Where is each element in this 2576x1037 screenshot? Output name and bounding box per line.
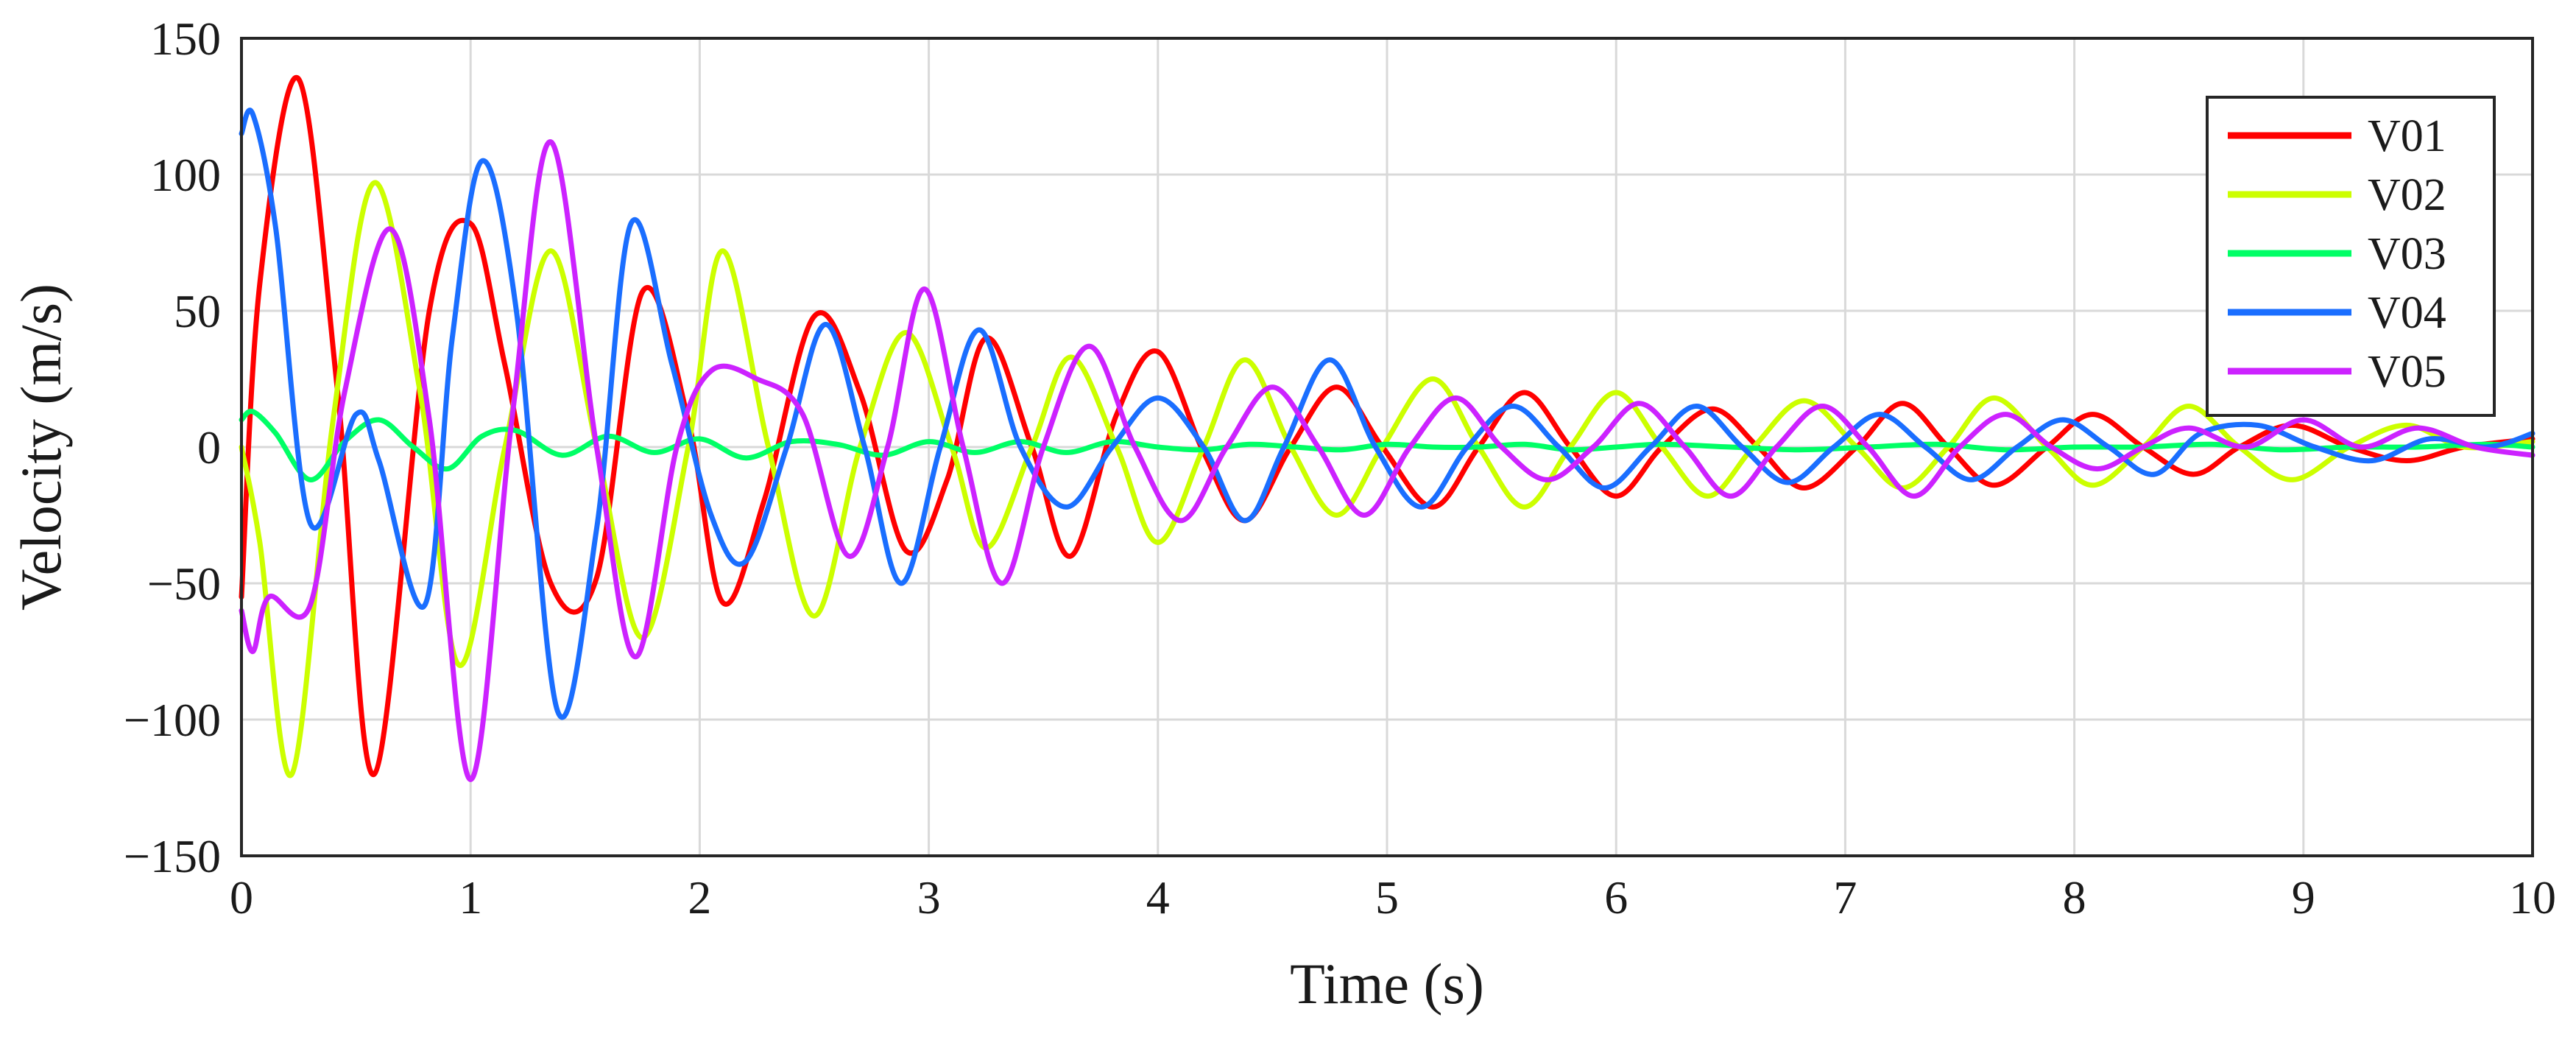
x-tick-label: 0: [230, 871, 253, 924]
x-tick-label: 3: [917, 871, 941, 924]
legend-label-v05: V05: [2368, 347, 2446, 397]
legend-label-v04: V04: [2368, 288, 2446, 338]
tick-labels: 0 1 2 3 4 5 6 7 8 9 10 −150 −100 −50 0 50 100 150: [124, 13, 2556, 924]
x-tick-label: 9: [2292, 871, 2315, 924]
legend-label-v02: V02: [2368, 170, 2446, 220]
y-tick-label: −100: [124, 694, 221, 746]
y-tick-label: 0: [197, 421, 221, 474]
y-tick-label: 50: [174, 285, 221, 337]
legend: V01 V02 V03 V04 V05: [2206, 96, 2496, 417]
x-tick-label: 7: [1833, 871, 1857, 924]
legend-label-v01: V01: [2368, 111, 2446, 161]
x-tick-label: 8: [2063, 871, 2086, 924]
x-tick-label: 6: [1604, 871, 1628, 924]
x-tick-label: 10: [2509, 871, 2556, 924]
series-line-v05: [239, 139, 2536, 782]
x-tick-label: 1: [459, 871, 482, 924]
x-tick-label: 2: [688, 871, 711, 924]
y-axis-label: Velocity (m/s): [9, 284, 73, 611]
x-tick-label: 5: [1375, 871, 1399, 924]
y-tick-label: −50: [147, 558, 221, 610]
series-group: [239, 74, 2536, 782]
x-tick-label: 4: [1146, 871, 1170, 924]
axes-frame: [240, 37, 2534, 857]
y-tick-label: 150: [150, 13, 221, 65]
y-tick-label: 100: [150, 149, 221, 201]
x-axis-label: Time (s): [1290, 952, 1484, 1016]
series-line-v04: [239, 108, 2536, 720]
series-line-v01: [239, 74, 2536, 777]
series-line-v02: [239, 180, 2536, 778]
y-tick-label: −150: [124, 830, 221, 882]
legend-label-v03: V03: [2368, 229, 2446, 279]
